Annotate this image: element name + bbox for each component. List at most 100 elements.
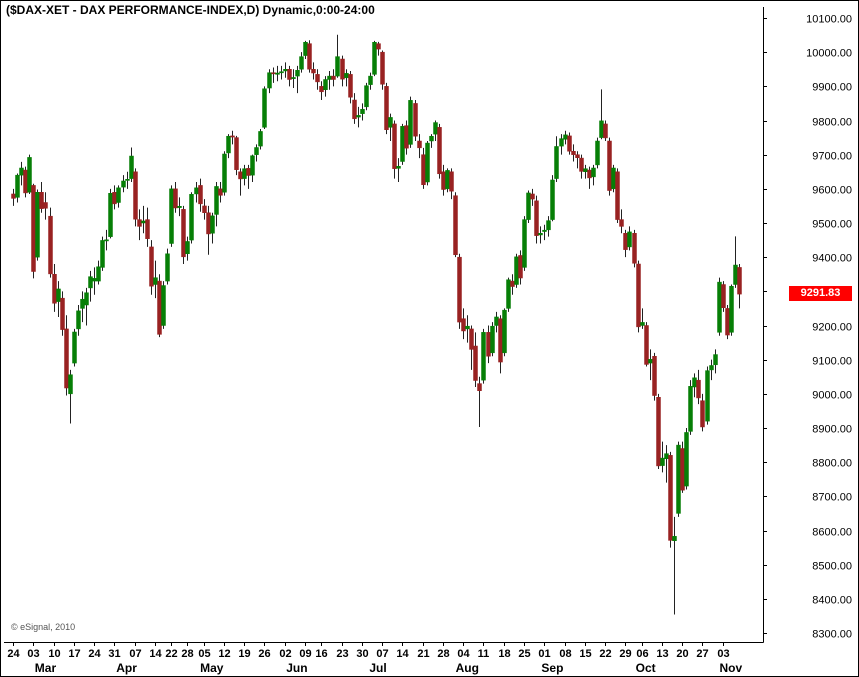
candle-body [177,206,182,208]
candle-body [652,356,657,396]
candle-body [331,75,336,80]
candle-body [522,219,527,268]
y-tick-label: 10000.00 [806,48,852,60]
candle-body [713,354,718,366]
candle-body [700,400,705,428]
candle-body [705,370,710,422]
candle-body [198,185,203,205]
candle-body [125,179,130,181]
candle-body [550,179,555,220]
candle-body [676,444,681,514]
y-tick-label: 9700.00 [812,151,852,163]
x-tick-label: 04 [457,648,470,660]
month-label: Sep [541,661,563,675]
x-tick-label: 22 [599,648,611,660]
candle-body [173,188,178,209]
x-tick-label: 28 [181,648,193,660]
candle-body [56,288,61,302]
x-tick-label: 07 [376,648,388,660]
candle-body [230,135,235,138]
candle-body [469,328,474,350]
month-label: Nov [720,661,743,675]
x-tick-label: 08 [559,648,571,660]
candle-body [315,74,320,83]
candle-body [283,69,288,72]
candle-body [19,167,24,176]
candle-body [149,246,154,287]
candle-body [619,219,624,227]
candle-body [688,386,693,432]
candle-body [352,99,357,120]
candle-body [141,220,146,224]
x-tick-label: 02 [279,648,291,660]
candle-body [327,75,332,80]
candle-body [242,168,247,179]
x-tick-label: 03 [27,648,39,660]
candle-body [571,151,576,155]
month-label: Mar [35,661,57,675]
candle-body [271,72,276,75]
candle-body [279,71,284,74]
y-tick-label: 9400.00 [812,253,852,265]
candle-body [510,280,515,287]
candle-body [226,135,231,154]
candle-body [27,157,32,193]
x-tick-label: 20 [676,648,688,660]
x-tick-label: 22 [165,648,177,660]
x-tick-label: 11 [478,648,490,660]
x-tick-label: 06 [636,648,648,660]
candle-body [725,308,730,336]
y-tick-label: 9000.00 [812,390,852,402]
candle-body [121,180,126,188]
candle-body [157,280,162,335]
candle-body [161,285,166,326]
candle-body [202,205,207,214]
candle-body [498,318,503,363]
y-tick-label: 9600.00 [812,185,852,197]
candle-body [299,56,304,70]
candle-body [246,168,251,176]
candle-body [615,171,620,220]
x-tick-label: 24 [7,648,20,660]
candle-body [291,77,296,79]
candle-body [35,192,40,258]
candle-body [372,42,377,75]
candle-body [599,120,604,138]
candle-body [611,167,616,190]
candle-body [575,154,580,158]
candle-body [591,167,596,178]
candle-body [534,200,539,236]
y-tick-label: 8400.00 [812,595,852,607]
candle-body [340,58,345,80]
candle-body [344,73,349,79]
candle-body [429,135,434,142]
last-price-tag: 9291.83 [789,286,852,301]
x-tick-label: 29 [619,648,631,660]
candle-body [60,297,65,330]
candle-body [295,70,300,77]
x-tick-label: 10 [48,648,60,660]
candle-body [473,345,478,381]
candle-body [396,166,401,169]
candle-body [672,536,677,542]
candle-body [433,122,438,135]
candle-body [607,140,612,191]
x-tick-label: 14 [396,648,409,660]
candle-body [477,383,482,392]
candle-body [627,231,632,248]
x-tick-label: 19 [238,648,250,660]
candle-body [554,146,559,179]
candle-body [104,239,109,242]
candle-body [546,220,551,231]
candle-body [88,276,93,289]
candle-body [668,455,673,541]
candle-body [559,138,564,147]
candle-body [514,256,519,285]
candle-body [518,255,523,279]
candle-body [656,397,661,467]
candle-body [311,69,316,74]
x-tick-label: 15 [579,648,591,660]
y-tick-label: 9200.00 [812,322,852,334]
candle-body [348,74,353,98]
